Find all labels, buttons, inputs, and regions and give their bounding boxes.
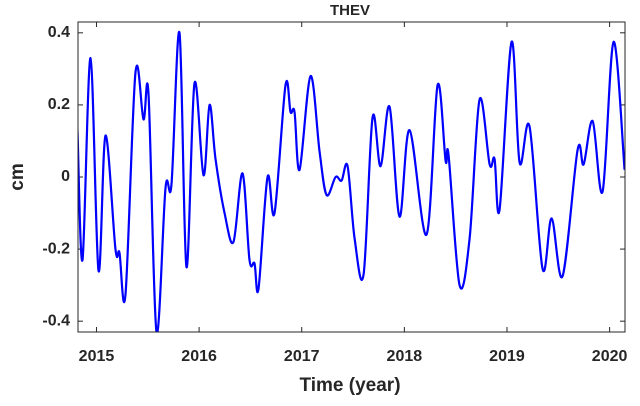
y-tick-label: 0	[61, 168, 70, 185]
y-tick-label: -0.2	[42, 240, 70, 257]
x-tick-label: 2015	[79, 348, 115, 365]
y-tick-label: 0.4	[48, 24, 70, 41]
y-tick-label: -0.4	[42, 312, 70, 329]
y-tick-label: 0.2	[48, 96, 70, 113]
x-tick-label: 2019	[489, 348, 525, 365]
chart-title: THEV	[330, 2, 370, 19]
x-tick-label: 2018	[387, 348, 423, 365]
x-tick-label: 2020	[592, 348, 628, 365]
x-tick-label: 2017	[284, 348, 320, 365]
x-tick-label: 2016	[181, 348, 217, 365]
plot-frame	[77, 21, 626, 333]
data-line	[78, 31, 625, 332]
x-axis-label: Time (year)	[299, 375, 400, 396]
y-axis-label: cm	[7, 163, 28, 190]
